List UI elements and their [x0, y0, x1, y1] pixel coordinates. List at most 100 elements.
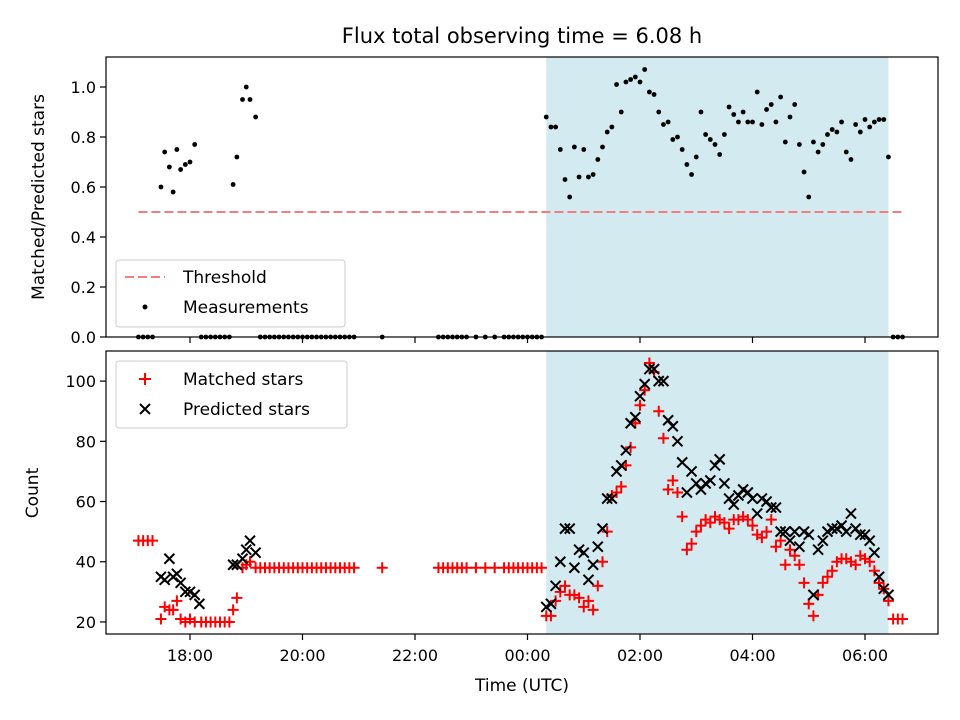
- predicted-star-point: [578, 547, 590, 559]
- matched-star-point: [653, 405, 665, 417]
- bottom-y-ticks: 20 40 60 80 100: [65, 372, 106, 632]
- matched-star-point: [592, 580, 604, 592]
- predicted-star-point: [582, 574, 595, 586]
- measurement-point: [247, 97, 253, 102]
- matched-star-point: [864, 556, 876, 568]
- measurement-point: [825, 132, 830, 137]
- measurement-point: [187, 159, 193, 165]
- predicted-star-point: [746, 492, 759, 505]
- measurement-points-layer: [136, 67, 905, 340]
- predicted-star-point: [826, 522, 838, 535]
- x-tick-label: 04:00: [729, 646, 775, 665]
- predicted-star-point: [587, 559, 599, 571]
- matched-star-point: [695, 520, 707, 532]
- matched-star-point: [231, 592, 243, 604]
- measurement-point: [721, 132, 727, 137]
- predicted-star-point: [704, 474, 717, 487]
- measurement-point: [543, 114, 549, 120]
- measurement-point: [182, 162, 188, 167]
- matched-star-point: [639, 384, 651, 396]
- predicted-star-point: [840, 525, 852, 538]
- matched-star-point: [850, 559, 862, 571]
- predicted-star-point: [685, 465, 698, 478]
- matched-star-point: [775, 535, 787, 547]
- matched-star-point: [822, 571, 833, 583]
- x-tick-label: 02:00: [617, 646, 663, 665]
- matched-star-point: [873, 577, 885, 589]
- measurement-point: [698, 109, 704, 115]
- predicted-star-point: [643, 363, 656, 375]
- predicted-star-point: [545, 598, 557, 610]
- matched-star-point: [479, 562, 491, 574]
- matched-star-point: [554, 586, 566, 598]
- measurement-point: [815, 149, 821, 155]
- matched-star-point: [676, 511, 688, 523]
- measurement-point: [811, 139, 816, 145]
- measurement-point: [651, 92, 657, 97]
- measurement-point: [848, 157, 854, 162]
- matched-star-point: [657, 432, 669, 444]
- predicted-star-point: [244, 534, 256, 547]
- bottom-y-axis-label: Count: [23, 467, 43, 518]
- matched-star-point: [868, 565, 880, 577]
- predicted-star-point: [718, 477, 731, 490]
- measurement-point: [553, 124, 559, 130]
- matched-star-point: [690, 526, 702, 538]
- matched-star-point: [573, 592, 585, 604]
- y-tick-label: 0.0: [71, 328, 96, 347]
- measurement-point: [834, 129, 840, 135]
- matched-star-point: [807, 610, 819, 622]
- predicted-star-point: [667, 420, 679, 432]
- legend-label-matched: Matched stars: [183, 370, 303, 390]
- measurement-point: [778, 94, 784, 100]
- matched-star-point: [779, 559, 791, 571]
- measurement-point: [773, 119, 779, 125]
- matched-star-point: [897, 613, 908, 625]
- measurement-point: [174, 147, 180, 152]
- predicted-star-point: [620, 444, 632, 457]
- top-legend: Threshold Measurements: [115, 259, 346, 328]
- predicted-star-point: [713, 453, 726, 466]
- predicted-star-point: [788, 525, 801, 538]
- matched-star-point: [747, 520, 758, 532]
- matched-star-point: [643, 357, 655, 369]
- predicted-star-point: [174, 577, 187, 589]
- y-tick-label: 1.0: [71, 78, 96, 97]
- matched-star-point: [686, 538, 698, 550]
- legend-label-threshold: Threshold: [182, 268, 267, 288]
- matched-star-point: [376, 562, 388, 574]
- predicted-star-point: [648, 363, 660, 375]
- measurement-point: [614, 82, 619, 87]
- matched-star-point: [470, 562, 482, 574]
- matched-star-point: [348, 562, 360, 574]
- predicted-star-point: [868, 547, 881, 559]
- measurement-point: [754, 89, 760, 95]
- measurement-point: [595, 157, 601, 162]
- predicted-star-point: [249, 547, 262, 559]
- matched-star-point: [223, 616, 235, 628]
- measurement-point: [768, 102, 774, 107]
- measurement-point: [881, 117, 887, 122]
- top-shaded-region: [546, 57, 889, 337]
- matched-star-point: [756, 532, 768, 544]
- top-axes-frame: [105, 56, 939, 338]
- measurement-point: [717, 152, 723, 157]
- matched-star-point: [155, 613, 167, 625]
- measurement-point: [867, 124, 873, 130]
- top-legend-box: [115, 259, 346, 328]
- predicted-star-point: [807, 589, 820, 601]
- measurement-point: [886, 154, 891, 160]
- matched-star-point: [667, 474, 679, 486]
- predicted-star-point: [817, 534, 829, 547]
- measurement-point: [623, 79, 629, 85]
- legend-label-predicted: Predicted stars: [183, 400, 310, 420]
- legend-label-measurements: Measurements: [183, 298, 309, 318]
- measurement-point: [712, 142, 718, 147]
- predicted-star-point: [873, 571, 885, 583]
- x-tick-label: 00:00: [504, 646, 550, 665]
- predicted-star-point: [171, 568, 183, 580]
- measurement-point: [562, 177, 568, 182]
- matched-star-point: [765, 514, 777, 526]
- matched-star-point: [147, 535, 158, 547]
